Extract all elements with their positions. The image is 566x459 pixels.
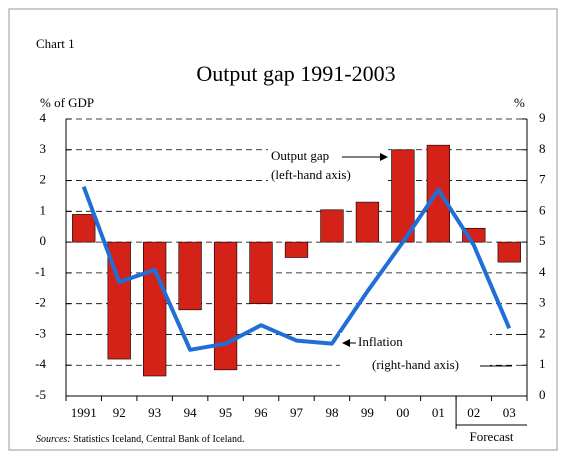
- bar: [72, 214, 96, 243]
- line: [81, 186, 512, 352]
- sources-label: Sources:: [36, 434, 71, 445]
- y2-tick-label: 7: [539, 172, 546, 187]
- sources-text: Statistics Iceland, Central Bank of Icel…: [73, 434, 244, 445]
- y2-tick-label: 8: [539, 141, 546, 156]
- y2-tick-label: 4: [539, 264, 546, 279]
- x-tick-label: 03: [503, 405, 516, 420]
- annotation: (left-hand axis): [271, 167, 351, 182]
- y-tick-label: 2: [40, 172, 47, 187]
- y2-tick-label: 1: [539, 356, 546, 371]
- chart-label: Chart 1: [36, 36, 75, 51]
- bar: [426, 144, 450, 243]
- bar: [497, 241, 521, 263]
- x-tick-label: 98: [325, 405, 338, 420]
- y2-tick-label: 9: [539, 110, 546, 125]
- y-tick-label: -4: [35, 356, 46, 371]
- label-bg: [340, 333, 490, 375]
- y-tick-label: 3: [40, 141, 47, 156]
- chart-title: Output gap 1991-2003: [196, 61, 395, 86]
- x-tick-label: 99: [361, 405, 374, 420]
- x-tick-label: 01: [432, 405, 445, 420]
- y-tick-label: 0: [40, 233, 47, 248]
- annotation: Inflation: [358, 334, 403, 349]
- y2-tick-label: 2: [539, 325, 546, 340]
- y2-axis-label: %: [514, 95, 525, 110]
- x-tick-label: 1991: [71, 405, 97, 420]
- y-tick-label: -1: [35, 264, 46, 279]
- bar: [213, 241, 238, 371]
- sources: Sources: Statistics Iceland, Central Ban…: [36, 434, 244, 445]
- bar: [178, 241, 202, 311]
- y-tick-label: 4: [40, 110, 47, 125]
- frame: [8, 8, 558, 451]
- y-tick-label: 1: [40, 202, 47, 217]
- y2-tick-label: 6: [539, 202, 546, 217]
- annotation: (right-hand axis): [372, 357, 459, 372]
- arrow-head: [342, 339, 350, 347]
- x-tick-label: 96: [255, 405, 269, 420]
- x-tick-label: 02: [467, 405, 480, 420]
- y-tick-label: -3: [35, 325, 46, 340]
- bar: [355, 201, 380, 243]
- y2-tick-label: 0: [539, 387, 546, 402]
- forecast-label: Forecast: [470, 429, 514, 444]
- y-tick-label: -2: [35, 295, 46, 310]
- arrow-head: [380, 153, 388, 161]
- y2-tick-label: 5: [539, 233, 546, 248]
- x-tick-label: 00: [396, 405, 409, 420]
- y-tick-label: -5: [35, 387, 46, 402]
- bar: [284, 241, 309, 258]
- annotation: Output gap: [271, 148, 329, 163]
- x-tick-label: 92: [113, 405, 126, 420]
- bar: [249, 241, 273, 304]
- x-tick-label: 97: [290, 405, 304, 420]
- y-axis-label: % of GDP: [40, 95, 94, 110]
- x-tick-label: 95: [219, 405, 232, 420]
- x-tick-label: 94: [184, 405, 198, 420]
- bar: [320, 209, 344, 243]
- bar: [143, 241, 167, 377]
- label-bg: [268, 147, 388, 187]
- y2-tick-label: 3: [539, 295, 546, 310]
- x-tick-label: 93: [148, 405, 161, 420]
